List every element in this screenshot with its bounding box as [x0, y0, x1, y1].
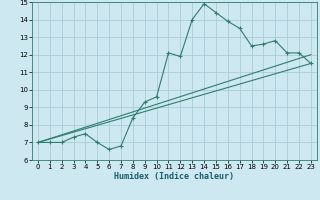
X-axis label: Humidex (Indice chaleur): Humidex (Indice chaleur) — [115, 172, 234, 181]
